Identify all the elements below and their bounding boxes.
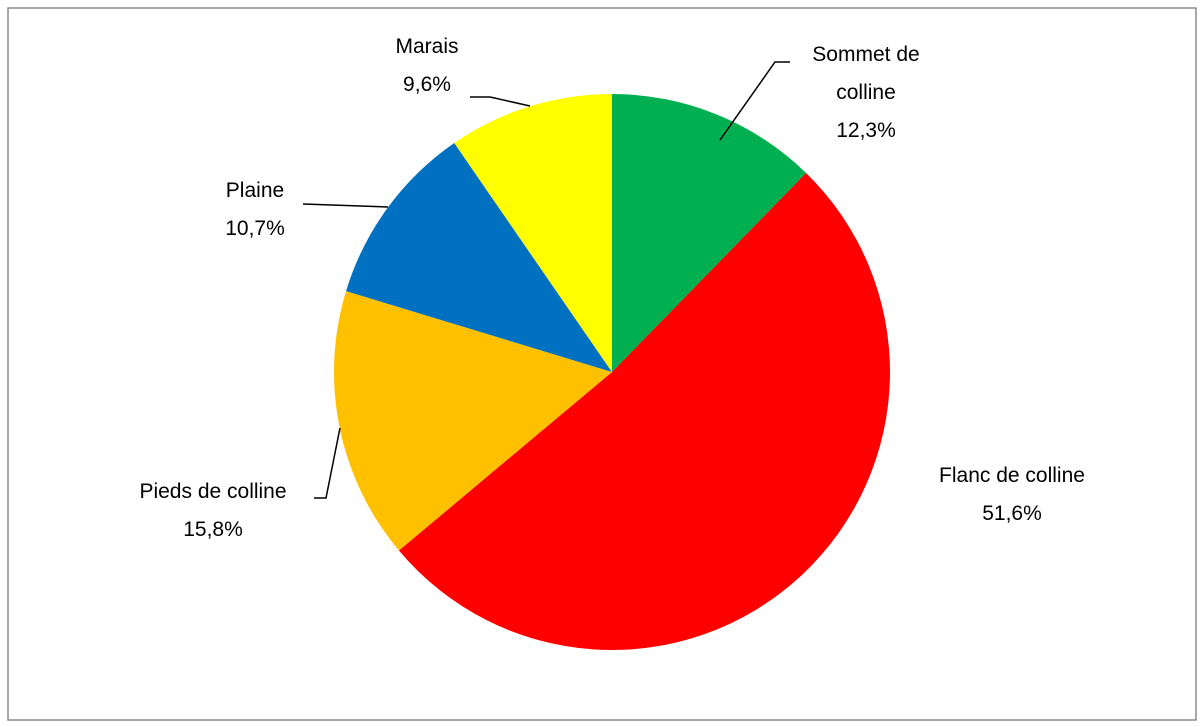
leader-line [314,427,341,499]
value-label: 9,6% [403,73,451,96]
category-label: Marais [395,35,459,58]
leader-line [302,203,389,208]
pie-slice [334,291,612,551]
leader-line [470,96,531,107]
pie-slice [398,172,890,650]
category-label: Pieds de colline [139,480,287,503]
value-label: 15,8% [183,518,243,541]
value-label: 51,6% [982,502,1042,525]
category-label: Plaine [225,179,285,202]
pie-slice [612,94,807,372]
data-label: Plaine 10,7% [225,172,285,248]
pie-slice [454,94,612,372]
data-label: Pieds de colline 15,8% [139,473,286,549]
value-label: 10,7% [225,217,285,240]
category-label: Flanc de colline [939,464,1085,487]
category-label: Sommet de colline [812,43,920,104]
value-label: 12,3% [836,119,896,142]
pie-slice [346,143,612,372]
data-label: Marais 9,6% [395,28,458,104]
data-label: Sommet de colline 12,3% [781,36,951,150]
leader-line [719,61,790,141]
data-label: Flanc de colline 51,6% [939,457,1085,533]
